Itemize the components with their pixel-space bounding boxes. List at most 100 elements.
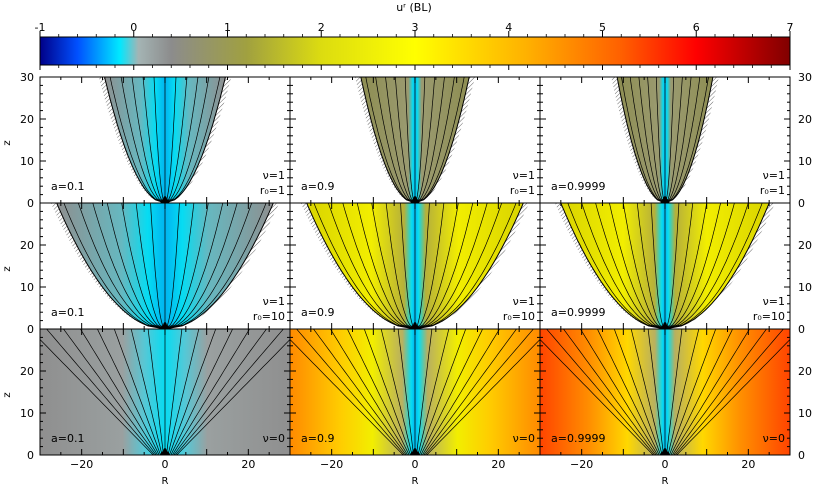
y-tick-label-right: 20	[798, 365, 812, 378]
field-line	[664, 77, 692, 203]
field-line	[166, 329, 183, 455]
panel-5: a=0.9 ν=1 r₀=10	[289, 202, 541, 330]
y-tick-label: 30	[20, 71, 34, 84]
field-line	[164, 203, 253, 329]
field-line	[664, 203, 694, 329]
field-line	[164, 203, 209, 329]
field-line	[414, 203, 503, 329]
field-line	[313, 203, 416, 329]
field-line	[164, 77, 188, 203]
x-tick-label: −20	[320, 458, 343, 471]
panel-r0-label: r₀=10	[503, 310, 535, 323]
field-line	[613, 329, 661, 455]
colorbar-tick-label: 1	[224, 21, 231, 34]
field-line	[636, 203, 666, 329]
field-line	[147, 329, 164, 455]
panel-8: a=0.9 ν=0	[289, 328, 541, 456]
y-tick-label: 20	[20, 113, 34, 126]
panel-plot-area	[540, 203, 790, 329]
colorbar-tick-label: 5	[599, 21, 606, 34]
x-axis-label: R	[412, 476, 419, 487]
colorbar: uʳ (BL) -1 0 1 2 3 4 5 6 7	[35, 1, 794, 70]
field-lines	[40, 329, 290, 455]
panel-plot-area	[290, 77, 540, 203]
colorbar-tick-label: 0	[130, 21, 137, 34]
field-line	[290, 339, 404, 455]
field-line	[375, 77, 416, 203]
colorbar-tick-label: 2	[318, 21, 325, 34]
field-line	[170, 329, 233, 455]
x-tick-label: 0	[162, 458, 169, 471]
field-line	[672, 329, 750, 455]
field-line	[172, 329, 250, 455]
field-line	[404, 77, 416, 203]
field-line	[63, 203, 166, 329]
field-line	[327, 203, 416, 329]
y-tick-label-right: 10	[798, 281, 812, 294]
panel-plot-area	[290, 329, 540, 455]
field-line	[363, 329, 411, 455]
field-line	[120, 77, 166, 203]
field-line	[106, 203, 166, 329]
field-line	[164, 77, 199, 203]
colorbar-title: uʳ (BL)	[396, 1, 432, 14]
field-line	[423, 329, 517, 455]
field-line	[173, 329, 267, 455]
panel-nu-label: ν=1	[763, 169, 785, 182]
colorbar-tick-label: -1	[35, 21, 46, 34]
field-line	[638, 77, 666, 203]
field-line	[330, 329, 408, 455]
panel-3: a=0.9999 ν=1 r₀=1	[539, 76, 791, 204]
field-line	[414, 77, 465, 203]
panel-spin-label: a=0.9	[301, 432, 334, 445]
field-line	[80, 329, 158, 455]
field-line	[426, 339, 540, 455]
y-tick-label: 0	[27, 449, 34, 462]
panel-nu-label: ν=1	[513, 169, 535, 182]
field-line	[664, 203, 763, 329]
field-line	[414, 77, 445, 203]
panel-spin-label: a=0.1	[51, 180, 84, 193]
field-line	[650, 203, 666, 329]
field-line	[113, 329, 161, 455]
field-line	[664, 77, 709, 203]
x-axis-label: R	[662, 476, 669, 487]
panel-9: a=0.9999 ν=0	[539, 328, 791, 456]
panel-plot-area	[540, 77, 790, 203]
field-line	[356, 203, 416, 329]
field-line	[664, 203, 721, 329]
x-tick-label: 0	[662, 458, 669, 471]
field-line	[664, 203, 749, 329]
field-line	[164, 203, 195, 329]
field-line	[414, 203, 488, 329]
field-line	[540, 339, 654, 455]
panel-plot-area	[290, 203, 540, 329]
x-tick-label: −20	[570, 458, 593, 471]
field-line	[394, 77, 416, 203]
field-lines	[365, 77, 465, 203]
y-tick-label: 10	[20, 155, 34, 168]
colorbar-gradient	[39, 36, 791, 66]
y-tick-label-right: 30	[798, 71, 812, 84]
field-line	[609, 203, 666, 329]
panel-nu-label: ν=0	[513, 432, 535, 445]
x-axis-label: R	[162, 476, 169, 487]
field-line	[580, 329, 658, 455]
panel-6: a=0.9999 ν=1 r₀=10	[539, 202, 791, 330]
field-line	[46, 329, 155, 455]
colorbar-tick-label: 6	[693, 21, 700, 34]
field-line	[420, 329, 483, 455]
field-line	[414, 203, 445, 329]
panel-nu-label: ν=1	[513, 295, 535, 308]
field-line	[675, 329, 784, 455]
field-line	[164, 203, 224, 329]
field-line	[380, 329, 413, 455]
field-line	[121, 203, 166, 329]
panel-spin-label: a=0.9	[301, 306, 334, 319]
field-line	[419, 329, 467, 455]
panel-spin-label: a=0.9	[301, 180, 334, 193]
field-line	[669, 329, 717, 455]
field-line	[629, 77, 666, 203]
colorbar-tick-label: 7	[787, 21, 794, 34]
field-line	[296, 329, 405, 455]
